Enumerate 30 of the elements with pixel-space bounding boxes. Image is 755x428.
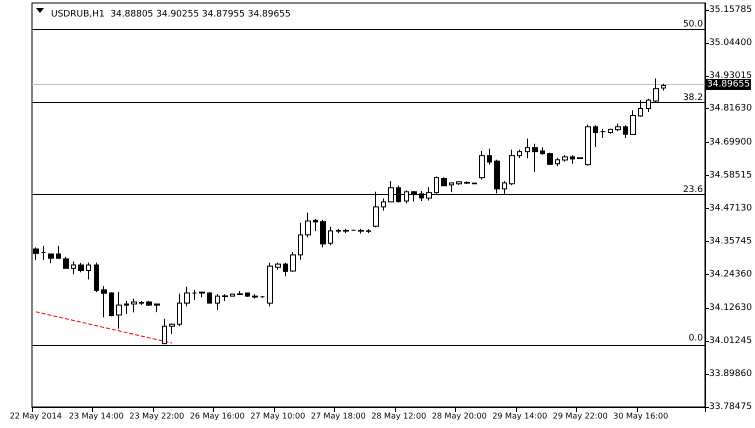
y-tick-label: 34.12630 bbox=[709, 303, 752, 314]
x-tick-label: 28 May 20:00 bbox=[432, 412, 487, 420]
x-tick-label: 29 May 22:00 bbox=[552, 412, 608, 420]
x-tick-label: 27 May 10:00 bbox=[250, 412, 306, 420]
x-tick-label: 22 May 2014 bbox=[10, 412, 62, 420]
ref-line-label: 34.89655 bbox=[707, 80, 750, 90]
y-tick-label: 33.78475 bbox=[709, 402, 752, 412]
y-tick-label: 33.89860 bbox=[709, 369, 752, 380]
x-tick-label: 26 May 16:00 bbox=[190, 412, 245, 420]
y-tick-label: 34.01245 bbox=[709, 336, 752, 346]
y-tick-label: 34.81630 bbox=[709, 104, 752, 114]
annotation: 23.6 bbox=[682, 185, 704, 196]
x-tick-label: 28 May 12:00 bbox=[371, 412, 426, 420]
x-tick-label: 30 May 16:00 bbox=[613, 412, 668, 420]
y-tick-label: 34.58515 bbox=[709, 170, 752, 181]
y-tick-label: 34.93015 bbox=[709, 70, 752, 81]
x-tick-label: 27 May 18:00 bbox=[310, 412, 366, 420]
x-tick-label: 29 May 14:00 bbox=[492, 412, 548, 420]
annotation: 50.0 bbox=[682, 20, 704, 30]
y-tick-label: 35.04400 bbox=[709, 38, 752, 48]
y-tick-label: 34.35745 bbox=[709, 236, 752, 246]
annotation: 38.2 bbox=[682, 92, 703, 103]
y-tick-label: 35.15785 bbox=[709, 4, 752, 15]
text: USDRUB,H1 34.88805 34.90255 34.87955 34.89655 bbox=[51, 10, 291, 20]
x-tick-label: 23 May 14:00 bbox=[68, 412, 124, 420]
y-tick-label: 34.69900 bbox=[709, 138, 752, 148]
y-tick-label: 34.24360 bbox=[709, 269, 752, 280]
y-tick-label: 34.47130 bbox=[709, 203, 752, 214]
x-tick-label: 23 May 22:00 bbox=[129, 412, 184, 420]
annotation: 0.0 bbox=[688, 333, 704, 344]
